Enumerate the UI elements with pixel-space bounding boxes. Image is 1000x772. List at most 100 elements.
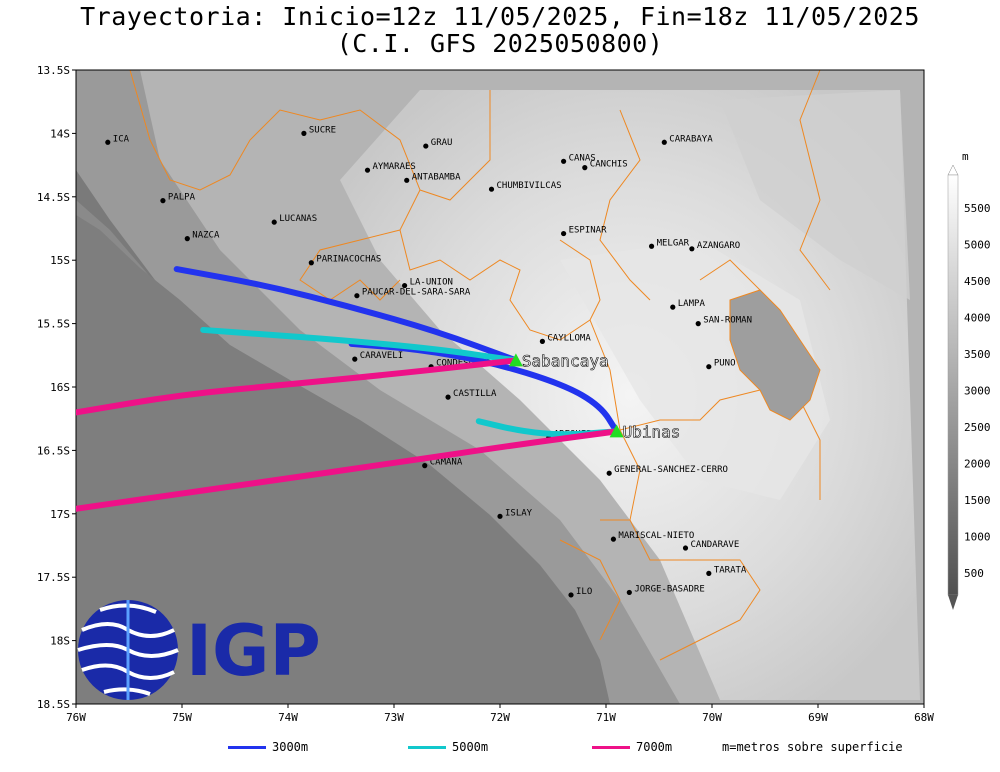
place-label: MELGAR — [657, 238, 690, 248]
colorbar-label: 1500 — [964, 494, 991, 507]
chart-title-line1: Trayectoria: Inicio=12z 11/05/2025, Fin=… — [80, 2, 920, 31]
place-dot — [706, 364, 712, 370]
place-label: PAUCAR-DEL-SARA-SARA — [362, 288, 471, 298]
place-label: PUNO — [714, 359, 736, 369]
place-label: MARISCAL-NIETO — [618, 531, 694, 541]
place-dot — [689, 246, 695, 252]
x-tick-label: 68W — [914, 711, 934, 724]
colorbar-label: 5000 — [964, 239, 991, 252]
place-label: CAYLLOMA — [547, 333, 591, 343]
y-tick-label: 14S — [50, 127, 70, 140]
volcano-label: Sabancaya — [522, 351, 609, 370]
y-tick-label: 13.5S — [37, 64, 70, 77]
place-label: LUCANAS — [279, 214, 317, 224]
place-dot — [488, 186, 495, 192]
volcano-triangle — [508, 353, 523, 367]
border-lines — [129, 70, 831, 661]
place-dot — [682, 545, 689, 551]
place-dot — [422, 463, 428, 469]
y-tick-label: 17.5S — [37, 571, 70, 584]
volcano-triangle — [609, 424, 624, 438]
x-tick-label: 76W — [66, 711, 86, 724]
place-label: GENERAL-SANCHEZ-CERRO — [614, 465, 728, 475]
y-tick-label: 17S — [50, 508, 70, 521]
place-dot — [626, 589, 632, 596]
y-tick-label: 18.5S — [37, 698, 70, 711]
place-dot — [706, 570, 712, 576]
y-tick-label: 15S — [50, 254, 70, 267]
place-dot — [160, 198, 166, 204]
place-label: PALPA — [168, 193, 196, 203]
place-label: TARATA — [714, 565, 747, 575]
place-label: ISLAY — [505, 508, 533, 518]
y-tick-label: 18S — [50, 635, 70, 648]
place-dot — [271, 219, 277, 225]
x-tick-label: 72W — [490, 711, 510, 724]
place-dot — [561, 158, 567, 164]
colorbar-label: 3500 — [964, 348, 991, 361]
igp-logo-text: IGP — [186, 610, 321, 692]
trajectory-5000m — [200, 326, 519, 364]
legend-item-7000: 7000m — [592, 740, 672, 754]
colorbar-label: 2000 — [964, 458, 991, 471]
legend-note: m=metros sobre superficie — [722, 740, 903, 754]
place-label: LA-UNION — [410, 278, 453, 288]
place-dot — [352, 356, 358, 362]
place-dot — [364, 167, 371, 173]
volcano-label: Ubinas — [623, 422, 681, 441]
place-label: AYMARAES — [373, 162, 416, 172]
place-label: GRAU — [431, 138, 453, 148]
place-dot — [539, 338, 546, 344]
place-label: SUCRE — [309, 125, 336, 135]
y-axis-ticks: 13.5S 14S 14.5S 15S 15.5S 16S 16.5S 17S 17.5S 18S… — [37, 64, 76, 711]
place-label: LAMPA — [678, 299, 706, 309]
colorbar-label: 500 — [964, 567, 984, 580]
legend-swatch-3000 — [228, 745, 266, 749]
place-dot — [695, 321, 701, 327]
x-tick-label: 71W — [596, 711, 616, 724]
place-dot — [561, 230, 567, 237]
legend-item-3000: 3000m — [228, 740, 308, 754]
place-dot — [661, 139, 667, 145]
place-label: JORGE-BASADRE — [634, 584, 704, 594]
volcano-markers: Sabancaya Ubinas — [508, 351, 681, 442]
colorbar-label: 4000 — [964, 312, 991, 325]
place-dot — [184, 236, 190, 242]
colorbar-label: 2500 — [964, 421, 991, 434]
trajectory-3000m — [173, 266, 519, 364]
x-tick-label: 73W — [384, 711, 404, 724]
place-dot — [670, 304, 676, 310]
colorbar-label: 5500 — [964, 202, 991, 215]
colorbar-labels: 500 1000 1500 2000 2500 3000 3500 4000 4500 5000 5… — [964, 202, 991, 580]
place-label: CAMANA — [430, 458, 463, 468]
place-dot — [606, 470, 612, 476]
place-label: PARINACOCHAS — [316, 255, 381, 265]
place-label: CANAS — [569, 153, 596, 163]
colorbar-unit: m — [962, 150, 969, 163]
place-dot — [308, 260, 314, 266]
y-tick-label: 16S — [50, 381, 70, 394]
legend-label-5000: 5000m — [452, 740, 489, 754]
place-label: CANDARAVE — [691, 540, 740, 550]
igp-logo: IGP — [77, 600, 321, 700]
colorbar-label: 3000 — [964, 385, 991, 398]
place-label: CASTILLA — [453, 389, 497, 399]
place-dot — [497, 513, 503, 519]
place-label: CARABAYA — [669, 134, 713, 144]
place-label: AZANGARO — [697, 241, 740, 251]
y-tick-label: 16.5S — [37, 444, 70, 457]
place-label: CHUMBIVILCAS — [497, 181, 562, 191]
legend-swatch-7000 — [592, 745, 630, 749]
place-label: CANCHIS — [590, 160, 628, 170]
y-tick-label: 14.5S — [37, 191, 70, 204]
place-dot — [354, 293, 360, 299]
place-dot — [445, 394, 451, 400]
x-axis-ticks: 76W 75W 74W 73W 72W 71W 70W 69W 68W — [66, 704, 934, 724]
place-label: SAN-ROMAN — [703, 316, 752, 326]
colorbar-label: 1000 — [964, 531, 991, 544]
trajectory-7000m — [76, 357, 519, 416]
place-dot — [610, 536, 617, 542]
place-label: ICA — [113, 134, 130, 144]
x-tick-label: 69W — [808, 711, 828, 724]
